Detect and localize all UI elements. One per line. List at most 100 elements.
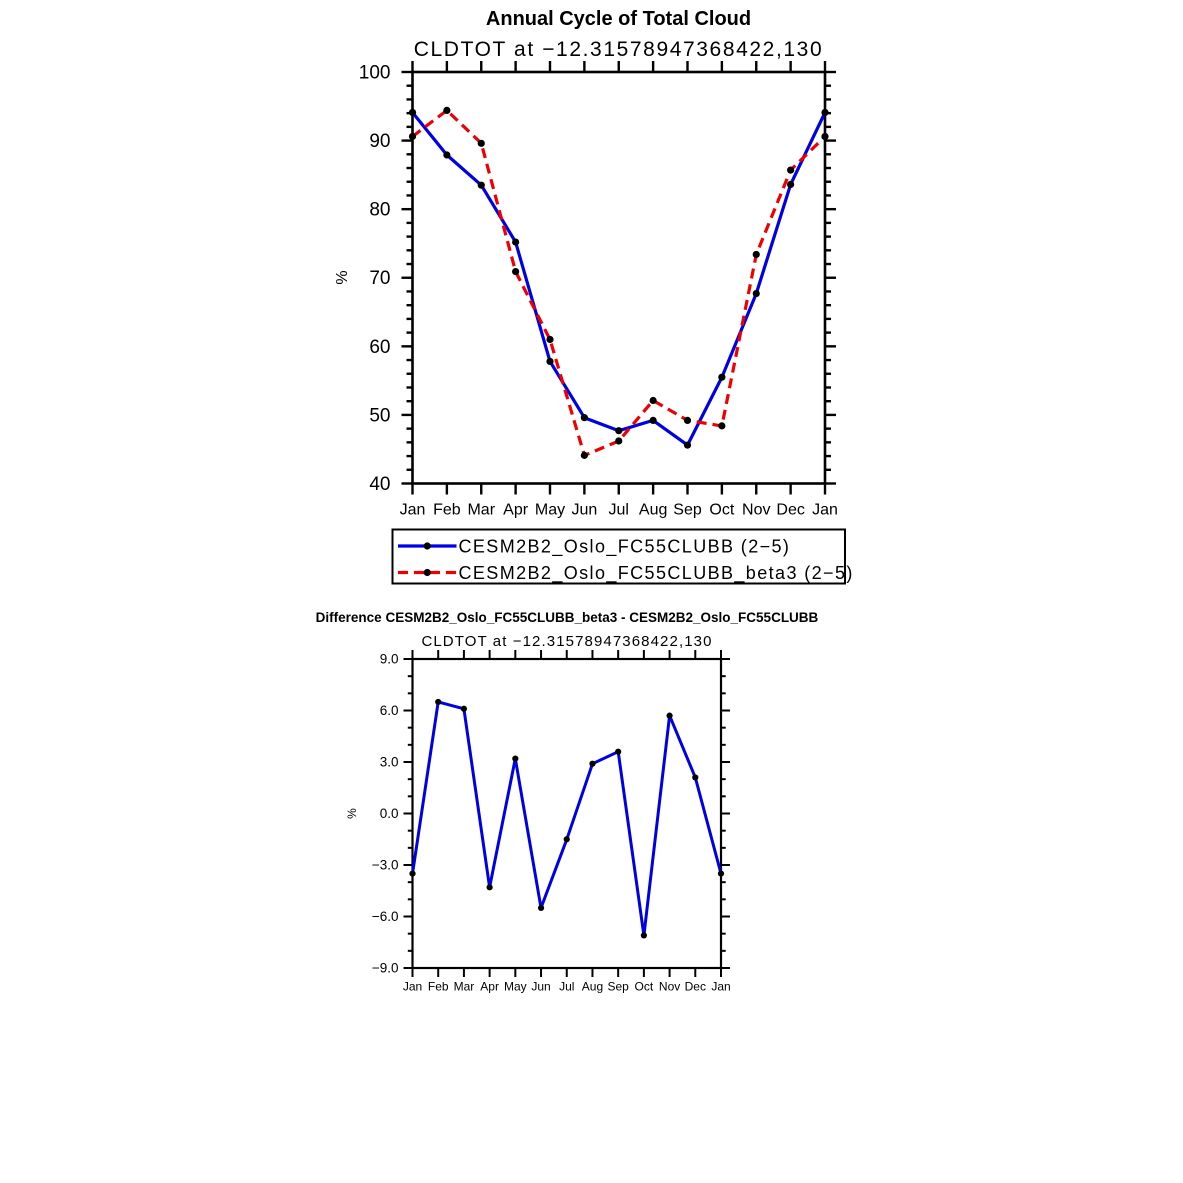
y-tick-label: 60	[369, 337, 390, 358]
series-line	[411, 108, 827, 457]
x-tick-label: Nov	[742, 502, 770, 519]
plot-frame	[411, 70, 827, 485]
y-tick-label: 9.0	[380, 652, 399, 667]
x-tick-label: Jan	[812, 502, 838, 519]
data-point	[563, 836, 570, 843]
data-point	[460, 705, 468, 712]
chart1-title: Annual Cycle of Total Cloud	[485, 8, 752, 30]
data-point	[683, 416, 692, 425]
x-tick-label: Jan	[403, 980, 422, 994]
y-axis-label: %	[345, 808, 359, 819]
legend: CESM2B2_Oslo_FC55CLUBB (2−5) CESM2B2_Oslo…	[391, 528, 854, 585]
x-tick-label: Apr	[480, 980, 499, 994]
data-point	[752, 289, 760, 298]
data-point	[787, 166, 795, 174]
data-point	[477, 181, 485, 189]
y-tick-label: 50	[369, 405, 390, 426]
x-tick-label: Sep	[607, 980, 629, 994]
x-tick-label: May	[504, 980, 527, 994]
data-point	[718, 373, 726, 381]
x-tick-label: Aug	[582, 980, 603, 994]
data-point	[821, 108, 829, 117]
x-tick-label: Jul	[609, 502, 629, 519]
data-point	[717, 870, 725, 877]
data-point	[692, 774, 699, 781]
legend-marker	[423, 568, 431, 577]
x-tick-label: Sep	[673, 502, 702, 519]
x-tick-label: Dec	[685, 980, 706, 994]
x-tick-label: Mar	[454, 980, 475, 994]
legend-box	[391, 528, 846, 585]
x-tick-label: Jun	[531, 980, 550, 994]
data-point	[546, 357, 554, 366]
data-point	[409, 870, 416, 877]
y-tick-label: 0.0	[380, 806, 399, 821]
data-point	[512, 238, 520, 246]
data-point	[752, 250, 760, 259]
x-tick-label: Aug	[639, 502, 667, 519]
data-point	[477, 139, 485, 147]
data-point	[683, 441, 692, 449]
chart2-subtitle: CLDTOT at −12.31578947368422,130	[421, 633, 713, 650]
x-tick-label: Dec	[776, 502, 804, 519]
x-tick-label: Nov	[659, 980, 680, 994]
data-point	[615, 748, 622, 755]
data-point	[649, 396, 657, 405]
data-point	[443, 151, 451, 159]
y-tick-label: 6.0	[380, 703, 399, 718]
data-point	[718, 422, 726, 430]
y-tick-label: −9.0	[372, 961, 399, 976]
data-point	[580, 451, 588, 459]
y-tick-label: −6.0	[372, 909, 399, 924]
data-point	[435, 698, 442, 706]
series-line	[411, 111, 827, 447]
data-point	[615, 437, 623, 445]
x-tick-label: Oct	[709, 502, 734, 519]
y-tick-label: 40	[369, 474, 390, 495]
x-tick-label: Oct	[635, 980, 654, 994]
x-tick-label: Apr	[503, 502, 529, 519]
y-tick-label: −3.0	[372, 858, 399, 873]
x-tick-label: Jan	[400, 502, 426, 519]
y-tick-label: 100	[359, 62, 391, 83]
y-tick-label: 70	[369, 268, 390, 289]
y-tick-label: 3.0	[380, 755, 399, 770]
chart2-title: Difference CESM2B2_Oslo_FC55CLUBB_beta3 …	[315, 610, 819, 625]
data-point	[589, 760, 596, 767]
y-tick-label: 90	[369, 131, 390, 152]
x-tick-label: Mar	[467, 502, 495, 519]
legend-label: CESM2B2_Oslo_FC55CLUBB (2−5)	[459, 536, 791, 557]
data-point	[649, 416, 657, 425]
legend-label: CESM2B2_Oslo_FC55CLUBB_beta3 (2−5)	[459, 563, 854, 584]
data-point	[537, 904, 545, 912]
data-point	[408, 132, 417, 141]
data-point	[512, 267, 520, 276]
plot-frame	[411, 657, 723, 970]
legend-marker	[423, 542, 431, 550]
series-line	[411, 700, 723, 937]
data-point	[615, 427, 623, 435]
data-point	[408, 108, 417, 117]
x-tick-label: May	[535, 502, 565, 519]
data-point	[666, 712, 673, 719]
data-point	[821, 132, 829, 141]
data-point	[486, 884, 493, 891]
chart-annual-cycle: 40 50 60 70 80 90 100 Jan Feb Mar Apr May Jun Jul Aug S…	[334, 61, 854, 585]
x-tick-label: Jan	[711, 980, 730, 994]
y-tick-label: 80	[369, 200, 390, 221]
data-point	[546, 335, 554, 344]
x-tick-label: Jul	[559, 980, 574, 994]
x-tick-label: Feb	[428, 980, 449, 994]
x-tick-label: Jun	[571, 502, 597, 519]
data-point	[512, 755, 519, 762]
data-point	[443, 106, 451, 115]
data-point	[640, 932, 647, 939]
x-tick-label: Feb	[433, 502, 461, 519]
chart1-subtitle: CLDTOT at −12.31578947368422,130	[413, 38, 824, 61]
chart-difference: −9.0 −6.0 −3.0 0.0 3.0 6.0 9.0 Jan Feb Mar Apr May J…	[345, 650, 731, 994]
data-point	[580, 414, 588, 422]
data-point	[787, 180, 795, 189]
y-axis-label: %	[334, 270, 351, 284]
